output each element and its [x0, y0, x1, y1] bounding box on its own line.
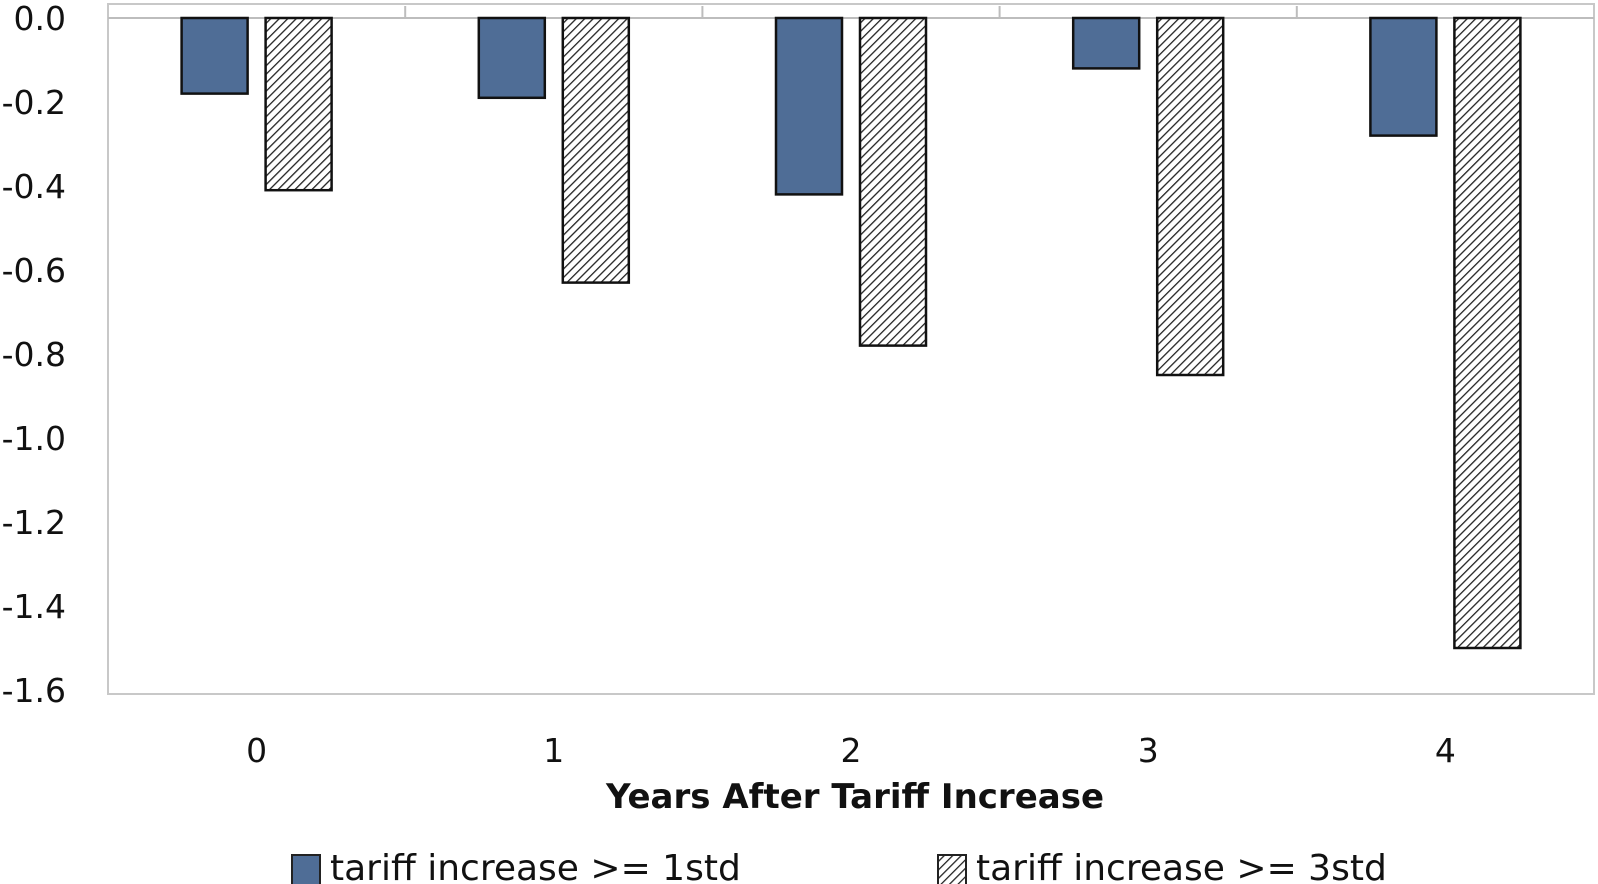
- bar-series-3std-year-1: [561, 16, 631, 284]
- y-tick-label: 0.0: [14, 0, 66, 38]
- legend-label-series-3std: tariff increase >= 3std: [976, 848, 1387, 884]
- legend: tariff increase >= 1std tariff increase …: [291, 848, 1387, 884]
- bar-series-3std-year-2: [858, 16, 928, 347]
- y-tick-label: -0.6: [2, 251, 66, 290]
- y-tick-label: -1.4: [2, 587, 66, 626]
- bar-series-1std-year-2: [774, 16, 844, 196]
- legend-swatch-series-1std: [291, 854, 321, 884]
- x-tick-label: 0: [246, 731, 267, 770]
- bar-series-1std-year-3: [1071, 16, 1141, 70]
- bars-group: [180, 16, 1522, 650]
- bar-series-1std-year-1: [477, 16, 547, 100]
- bar-series-3std-year-3: [1155, 16, 1225, 377]
- y-tick-label: -1.6: [2, 671, 66, 710]
- plot-border: [107, 3, 1595, 695]
- x-tick-label: 2: [841, 731, 862, 770]
- x-axis-title: Years After Tariff Increase: [605, 777, 1104, 817]
- x-tick-label: 4: [1435, 731, 1456, 770]
- y-axis: 0.0 -0.2 -0.4 -0.6 -0.8 -1.0 -1.2 -1.4 -1.6: [2, 0, 1594, 710]
- y-tick-label: -0.8: [2, 335, 66, 374]
- bar-series-3std-year-4: [1453, 16, 1522, 650]
- y-tick-label: -1.0: [2, 419, 66, 458]
- y-tick-label: -1.2: [2, 503, 66, 542]
- bar-series-3std-year-0: [264, 16, 333, 192]
- y-tick-label: -0.2: [2, 83, 66, 122]
- legend-label-series-1std: tariff increase >= 1std: [330, 848, 741, 884]
- plot-area: [107, 3, 1595, 695]
- y-tick-label: -0.4: [2, 167, 66, 206]
- legend-swatch-series-3std: [937, 854, 967, 884]
- bar-series-1std-year-0: [180, 16, 249, 95]
- x-tick-label: 1: [543, 731, 564, 770]
- bar-series-1std-year-4: [1369, 16, 1438, 137]
- x-axis: 0 1 2 3 4: [246, 731, 1456, 770]
- x-tick-label: 3: [1138, 731, 1159, 770]
